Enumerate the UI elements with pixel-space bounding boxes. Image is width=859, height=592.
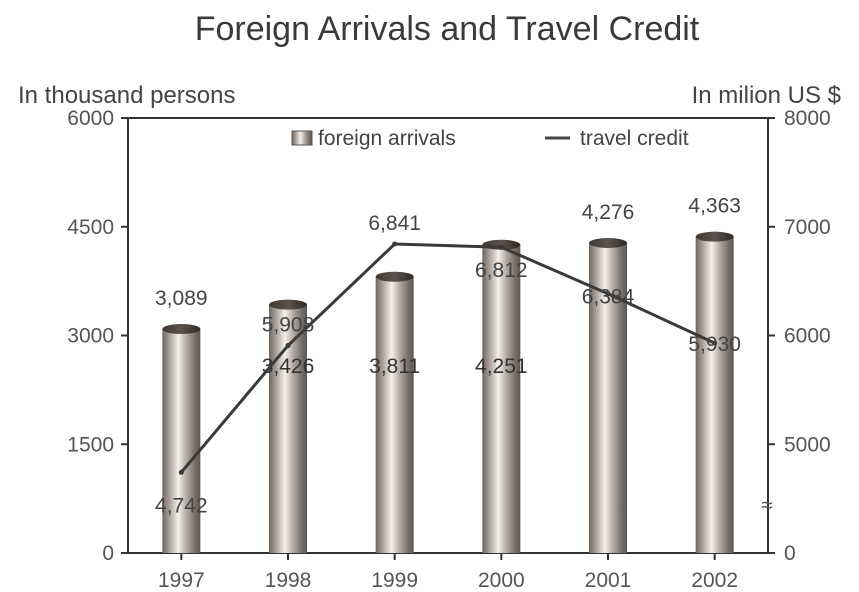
bar [482, 239, 521, 554]
x-tick-label: 1999 [371, 569, 418, 592]
bar-body [482, 244, 521, 554]
bar-value-label: 3,089 [155, 287, 208, 310]
legend-travel-credit: travel credit [580, 127, 689, 150]
right-axis-title: In milion US $ [692, 82, 841, 109]
bar-value-label: 4,276 [582, 201, 635, 224]
bar-body [695, 236, 734, 553]
left-tick-label: 3000 [67, 325, 114, 348]
right-tick-label: 5000 [784, 433, 831, 456]
line-value-label: 6,384 [582, 286, 635, 309]
bar [162, 324, 201, 553]
bar-cap [695, 231, 734, 242]
bar [589, 237, 627, 554]
right-tick-label: 8000 [784, 107, 831, 130]
line-point [605, 291, 611, 297]
bar-value-label: 3,811 [369, 355, 420, 378]
bar-cap [269, 299, 307, 310]
legend-bar-swatch [291, 130, 313, 146]
line-value-label: 4,742 [155, 494, 208, 517]
bar-body [375, 276, 414, 553]
right-tick-label: 0 [784, 542, 796, 565]
bar-value-label: 4,251 [475, 355, 528, 378]
left-tick-label: 1500 [67, 433, 114, 456]
bar [269, 299, 307, 553]
legend-foreign-arrivals: foreign arrivals [318, 127, 456, 150]
left-axis-title: In thousand persons [18, 82, 236, 109]
line-value-label: 5,908 [262, 314, 315, 337]
left-tick-label: 4500 [67, 216, 114, 239]
axis-break-mark: ≈ [761, 494, 773, 517]
bar-cap [375, 271, 414, 282]
line-point [712, 340, 718, 346]
line-value-label: 6,812 [475, 259, 528, 282]
bar-cap [162, 324, 201, 335]
travel-credit-line [180, 242, 716, 474]
chart-title: Foreign Arrivals and Travel Credit [195, 10, 700, 48]
line-point [498, 244, 504, 250]
bar [375, 271, 414, 553]
bar [695, 231, 734, 553]
bar-value-label: 4,363 [688, 195, 741, 218]
x-tick-label: 1997 [158, 569, 205, 592]
right-tick-label: 7000 [784, 216, 831, 239]
line-point [392, 241, 398, 247]
plot-area [127, 117, 769, 554]
line-point [285, 343, 291, 349]
x-tick-label: 2000 [478, 569, 525, 592]
x-tick-label: 1998 [265, 569, 312, 592]
x-tick-label: 2002 [691, 569, 738, 592]
left-tick-label: 6000 [67, 107, 114, 130]
line-value-label: 6,841 [368, 212, 421, 235]
x-tick-label: 2001 [585, 569, 632, 592]
left-tick-label: 0 [102, 542, 114, 565]
bar-body [162, 329, 201, 553]
line-value-label: 5,930 [688, 333, 741, 356]
right-tick-label: 6000 [784, 325, 831, 348]
bar-cap [589, 237, 627, 248]
bar-body [269, 304, 307, 553]
line-point [178, 469, 184, 475]
legend: foreign arrivals travel credit [291, 127, 689, 150]
